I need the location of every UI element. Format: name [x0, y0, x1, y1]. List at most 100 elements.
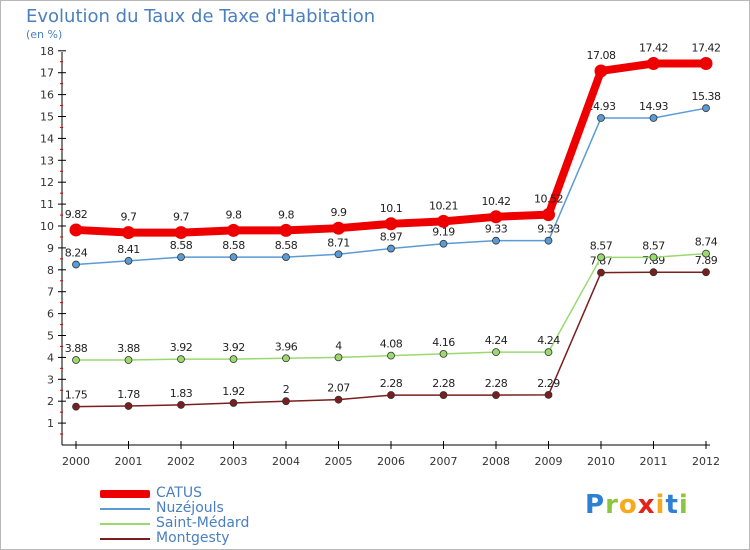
data-point-montgesty [492, 391, 500, 399]
data-point-saint-m-dard [177, 355, 185, 364]
data-point-catus [384, 217, 398, 231]
data-point-montgesty [72, 402, 80, 411]
chart-subtitle: (en %) [26, 28, 63, 41]
data-point-montgesty [177, 401, 185, 409]
data-point-saint-m-dard [649, 253, 658, 262]
data-label-catus: 10.42 [482, 195, 511, 208]
data-point-montgesty [439, 391, 448, 399]
data-point-saint-m-dard [387, 351, 395, 360]
data-label-catus: 17.42 [639, 42, 668, 55]
data-label-catus: 9.8 [226, 208, 242, 221]
y-tick-label: 9 [47, 242, 54, 255]
data-point-nuz-jouls [72, 260, 80, 269]
data-label-saint-m-dard: 8.57 [642, 239, 665, 252]
data-point-saint-m-dard [229, 355, 238, 364]
data-point-saint-m-dard [597, 253, 605, 262]
data-label-montgesty: 1.78 [117, 388, 140, 401]
data-label-catus: 10.21 [429, 199, 458, 212]
data-label-nuz-jouls: 8.58 [222, 239, 245, 252]
legend-swatch-montgesty [100, 538, 150, 540]
data-label-nuz-jouls: 8.97 [380, 231, 403, 244]
y-tick-label: 3 [47, 373, 54, 386]
data-point-catus [332, 221, 345, 235]
legend-swatch-catus [100, 490, 150, 498]
x-tick-label: 2007 [430, 455, 458, 468]
data-label-saint-m-dard: 4 [335, 339, 342, 352]
logo-letter: o [618, 490, 638, 520]
legend-label-nuzejouls: Nuzéjouls [156, 500, 224, 516]
data-point-saint-m-dard [72, 356, 80, 364]
x-tick-label: 2011 [640, 455, 668, 468]
logo-letter: i [655, 490, 666, 520]
data-label-saint-m-dard: 3.88 [65, 342, 88, 355]
data-point-montgesty [544, 390, 553, 399]
data-label-saint-m-dard: 3.92 [222, 341, 245, 354]
y-tick-label: 2 [47, 395, 54, 408]
data-point-catus [542, 208, 555, 222]
data-label-nuz-jouls: 9.33 [485, 223, 508, 236]
data-point-montgesty [597, 268, 605, 277]
data-label-catus: 9.82 [65, 208, 88, 221]
data-point-nuz-jouls [124, 256, 133, 265]
data-label-nuz-jouls: 9.19 [432, 226, 455, 239]
data-label-montgesty: 1.75 [65, 389, 88, 402]
y-tick-label: 14 [40, 132, 54, 145]
data-label-nuz-jouls: 14.93 [639, 100, 668, 113]
data-label-saint-m-dard: 4.24 [485, 334, 508, 347]
data-point-catus [699, 57, 713, 71]
x-tick-label: 2004 [272, 455, 300, 468]
data-label-saint-m-dard: 8.57 [590, 239, 613, 252]
x-tick-label: 2012 [692, 455, 720, 468]
y-tick-label: 5 [47, 330, 54, 343]
data-point-nuz-jouls [439, 239, 448, 248]
data-label-nuz-jouls: 8.58 [170, 239, 193, 252]
legend-swatch-nuzejouls [100, 508, 150, 510]
data-label-catus: 17.42 [692, 42, 721, 55]
x-tick-label: 2002 [167, 455, 195, 468]
y-tick-label: 8 [47, 264, 54, 277]
y-tick-label: 12 [40, 176, 54, 189]
data-label-nuz-jouls: 8.71 [327, 236, 350, 249]
legend-swatch-saint-medard [100, 523, 150, 525]
x-tick-label: 2010 [587, 455, 615, 468]
data-point-nuz-jouls [334, 250, 343, 259]
x-tick-label: 2009 [535, 455, 563, 468]
data-label-montgesty: 2 [283, 383, 290, 396]
data-label-montgesty: 7.89 [695, 254, 718, 267]
data-point-nuz-jouls [492, 236, 500, 245]
data-point-catus [69, 223, 83, 237]
data-label-nuz-jouls: 15.38 [692, 90, 721, 103]
y-tick-label: 16 [40, 89, 54, 102]
data-label-catus: 9.7 [173, 211, 189, 224]
y-tick-label: 15 [40, 111, 54, 124]
data-label-montgesty: 1.92 [222, 385, 245, 398]
data-label-montgesty: 2.28 [432, 377, 455, 390]
data-point-catus [122, 226, 135, 240]
data-point-montgesty [334, 395, 343, 404]
data-point-nuz-jouls [387, 244, 395, 253]
data-label-nuz-jouls: 8.58 [275, 239, 298, 252]
x-tick-label: 2008 [482, 455, 510, 468]
data-point-montgesty [387, 391, 395, 399]
data-point-nuz-jouls [544, 236, 553, 245]
x-tick-label: 2003 [220, 455, 248, 468]
data-point-saint-m-dard [334, 353, 343, 362]
data-point-montgesty [124, 402, 133, 410]
y-tick-label: 11 [40, 198, 54, 211]
data-point-catus [594, 64, 608, 78]
data-label-montgesty: 2.28 [485, 377, 508, 390]
data-point-nuz-jouls [229, 253, 238, 261]
data-point-montgesty [649, 268, 658, 277]
data-label-saint-m-dard: 3.88 [117, 342, 140, 355]
data-point-saint-m-dard [282, 354, 290, 363]
data-point-nuz-jouls [649, 114, 658, 122]
data-point-nuz-jouls [177, 253, 185, 261]
legend-label-catus: CATUS [156, 485, 202, 501]
data-point-montgesty [702, 268, 710, 277]
y-tick-label: 18 [40, 45, 54, 58]
logo-letter: x [637, 490, 656, 520]
data-label-saint-m-dard: 3.92 [170, 341, 193, 354]
data-label-saint-m-dard: 4.24 [537, 334, 560, 347]
